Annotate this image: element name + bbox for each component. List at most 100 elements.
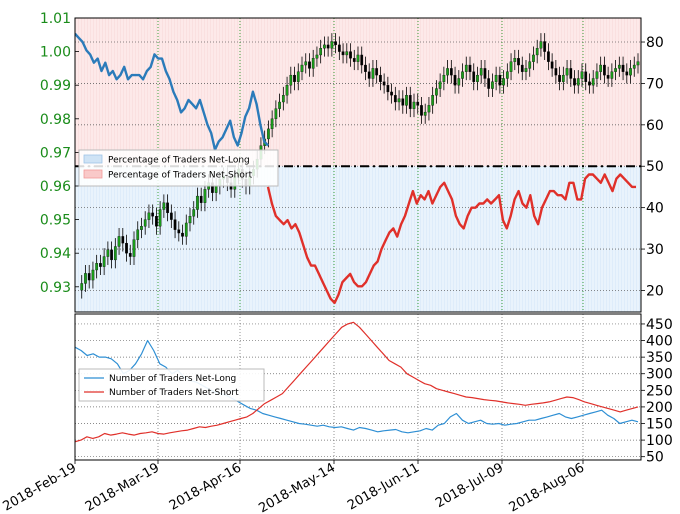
candle-body: [360, 54, 364, 66]
candle-body: [84, 273, 87, 284]
price-candle: [573, 70, 576, 94]
price-candle: [173, 211, 177, 239]
candle-body: [554, 68, 558, 76]
price-candle: [632, 56, 636, 77]
price-candle: [166, 194, 169, 222]
candle-body: [617, 64, 621, 69]
price-candle: [364, 56, 367, 81]
price-candle: [95, 254, 99, 279]
price-candle: [270, 110, 274, 138]
bottom-legend: Number of Traders Net-Long Number of Tra…: [78, 368, 265, 402]
price-candle: [393, 86, 397, 111]
price-candle: [513, 49, 517, 71]
candle-body: [524, 68, 528, 72]
candle-body: [110, 249, 113, 261]
count-tick-label: 400: [646, 334, 673, 350]
candle-body: [203, 189, 207, 203]
candle-body: [337, 44, 341, 52]
net-long-percentage-line: [75, 32, 269, 151]
candle-body: [95, 263, 99, 271]
price-candle: [143, 211, 147, 235]
candle-body: [121, 236, 125, 244]
price-candle: [442, 66, 446, 91]
candle-body: [311, 58, 315, 69]
price-candle: [591, 70, 595, 94]
price-candle: [181, 224, 184, 245]
candle-body: [106, 249, 110, 257]
count-tick-label: 150: [646, 417, 673, 433]
candle-body: [300, 64, 304, 72]
candle-body: [446, 68, 449, 76]
candle-body: [87, 273, 91, 281]
price-candle: [468, 56, 472, 81]
price-candle: [169, 204, 173, 228]
price-candle: [528, 53, 532, 77]
price-candle: [453, 66, 457, 94]
candle-body: [573, 78, 576, 86]
price-candle: [308, 53, 311, 77]
candle-body: [162, 202, 166, 210]
count-tick-label: 450: [646, 317, 673, 333]
price-candle: [304, 53, 308, 74]
candle-body: [603, 64, 606, 76]
price-candle: [472, 63, 476, 91]
candle-body: [293, 74, 296, 82]
candle-body: [181, 232, 184, 237]
price-candle: [427, 96, 431, 121]
price-candle: [580, 63, 584, 87]
left-tick-label: 0.93: [40, 280, 71, 296]
price-candle: [423, 103, 427, 124]
candle-body: [498, 74, 502, 86]
right-tick-label: 50: [646, 159, 664, 175]
net-long-shade-late: [260, 166, 641, 312]
price-candle: [614, 60, 617, 81]
candle-body: [561, 74, 565, 82]
left-tick-label: 0.98: [40, 112, 71, 128]
candle-body: [345, 51, 349, 56]
candle-body: [535, 48, 539, 56]
candle-body: [196, 195, 199, 210]
price-candle: [125, 234, 128, 262]
legend-net-short-label: Percentage of Traders Net-Short: [108, 171, 253, 181]
price-candle: [285, 76, 289, 104]
price-candle: [300, 56, 304, 81]
candle-body: [610, 71, 614, 79]
right-tick-label: 20: [646, 283, 664, 299]
candle-body: [323, 44, 326, 49]
price-candle: [565, 60, 569, 84]
candle-body: [457, 78, 461, 86]
price-candle: [184, 214, 188, 245]
candle-body: [278, 101, 281, 109]
candle-body: [166, 202, 169, 214]
candle-body: [390, 91, 393, 96]
price-candle: [636, 53, 640, 74]
net-short-count-line: [75, 321, 639, 443]
count-tick-label: 250: [646, 383, 673, 399]
price-candle: [140, 217, 143, 239]
right-tick-label: 30: [646, 242, 664, 258]
price-candle: [121, 228, 125, 252]
price-candle: [435, 80, 438, 104]
candle-body: [509, 61, 513, 72]
price-candle: [576, 70, 580, 94]
price-candle: [603, 56, 606, 84]
price-candle: [315, 46, 319, 67]
price-candle: [371, 60, 375, 87]
price-candle: [524, 60, 528, 81]
net-short-shade-late: [260, 18, 641, 167]
candle-body: [476, 74, 479, 82]
candle-body: [315, 54, 319, 59]
candle-body: [468, 64, 472, 72]
candle-body: [539, 41, 543, 49]
candle-body: [431, 95, 435, 106]
price-candle: [132, 231, 136, 265]
bottom-legend-box: [78, 368, 265, 402]
count-tick-label: 300: [646, 367, 673, 383]
candle-body: [513, 58, 517, 62]
top-panel: 0.93 0.94 0.95 0.96 0.97 0.98 0.99 1.00 1.01 20 3…: [40, 11, 664, 313]
left-tick-label: 0.95: [40, 213, 71, 229]
price-candle: [606, 66, 610, 87]
left-tick-label: 1.01: [40, 11, 71, 27]
